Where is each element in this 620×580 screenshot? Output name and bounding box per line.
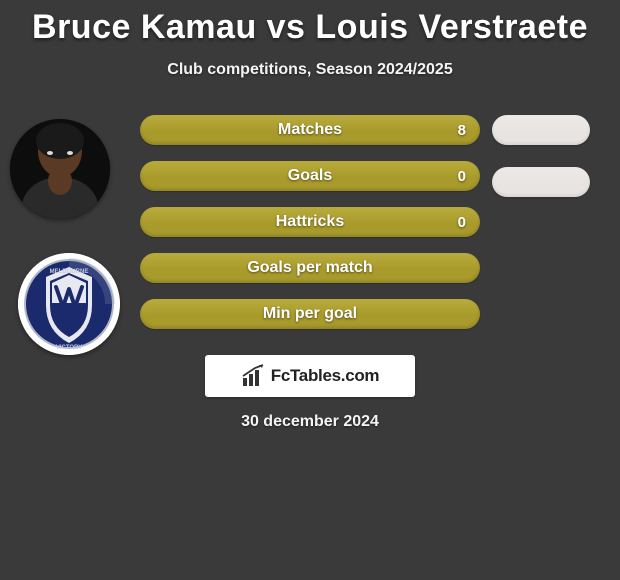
subtitle: Club competitions, Season 2024/2025 (0, 61, 620, 79)
page-title: Bruce Kamau vs Louis Verstraete (0, 8, 620, 47)
stat-row: Min per goal (140, 299, 480, 329)
stat-label: Hattricks (140, 207, 480, 237)
stat-value: 8 (458, 115, 466, 145)
opponent-pill (492, 115, 590, 145)
club-crest-icon: MELBOURNE VICTORY (18, 253, 120, 355)
player-photo (10, 119, 110, 219)
comparison-card: Bruce Kamau vs Louis Verstraete Club com… (0, 0, 620, 580)
date-label: 30 december 2024 (0, 413, 620, 431)
stat-row: Goals per match (140, 253, 480, 283)
opponent-pill (492, 167, 590, 197)
stat-value: 0 (458, 207, 466, 237)
svg-text:MELBOURNE: MELBOURNE (50, 269, 89, 275)
branding-text: FcTables.com (271, 366, 380, 386)
stat-label: Goals per match (140, 253, 480, 283)
player-avatar-icon (10, 119, 110, 219)
opponent-pills-column (492, 115, 590, 219)
club-logo: MELBOURNE VICTORY (18, 253, 120, 355)
stat-value: 0 (458, 161, 466, 191)
stat-label: Min per goal (140, 299, 480, 329)
stats-column: Matches8Goals0Hattricks0Goals per matchM… (140, 115, 480, 345)
stat-label: Goals (140, 161, 480, 191)
stat-label: Matches (140, 115, 480, 145)
branding-badge: FcTables.com (205, 355, 415, 397)
main-panel: MELBOURNE VICTORY Matches8Goals0Hattrick… (0, 109, 620, 469)
stat-row: Hattricks0 (140, 207, 480, 237)
chart-icon (241, 364, 265, 388)
svg-text:VICTORY: VICTORY (56, 345, 82, 351)
stat-row: Matches8 (140, 115, 480, 145)
stat-row: Goals0 (140, 161, 480, 191)
